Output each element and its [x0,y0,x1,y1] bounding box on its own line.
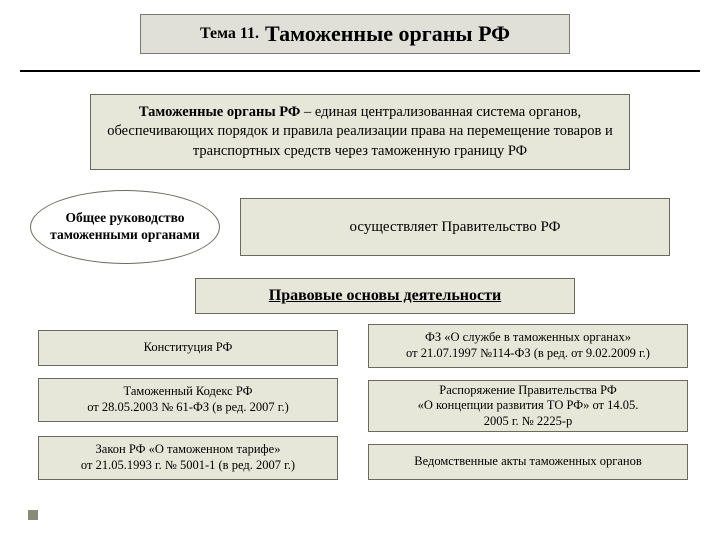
government-box: осуществляет Правительство РФ [240,198,670,256]
legal-basis-text: Правовые основы деятельности [269,287,501,305]
definition-box: Таможенные органы РФ – единая централизо… [90,94,630,170]
government-text: осуществляет Правительство РФ [350,219,561,236]
right-item-1-text: ФЗ «О службе в таможенных органах»от 21.… [406,330,650,361]
left-item-3: Закон РФ «О таможенном тарифе»от 21.05.1… [38,436,338,480]
title-box: Тема 11. Таможенные органы РФ [140,14,570,54]
ellipse-leadership: Общее руководство таможенными органами [30,190,220,264]
left-item-1-text: Конституция РФ [144,340,233,356]
title-main: Таможенные органы РФ [265,21,510,47]
definition-bold: Таможенные органы РФ [139,104,301,120]
title-prefix: Тема 11. [200,25,259,43]
left-item-1: Конституция РФ [38,330,338,366]
decorative-square-icon [28,510,38,520]
right-item-2-text: Распоряжение Правительства РФ«О концепци… [418,383,639,430]
right-item-1: ФЗ «О службе в таможенных органах»от 21.… [368,324,688,368]
right-item-3: Ведомственные акты таможенных органов [368,444,688,480]
ellipse-label: Общее руководство таможенными органами [43,210,207,244]
left-item-2-text: Таможенный Кодекс РФот 28.05.2003 № 61-Ф… [87,384,289,415]
right-item-3-text: Ведомственные акты таможенных органов [414,454,641,470]
right-item-2: Распоряжение Правительства РФ«О концепци… [368,380,688,432]
horizontal-rule [20,70,700,72]
definition-text: Таможенные органы РФ – единая централизо… [101,103,619,162]
legal-basis-header: Правовые основы деятельности [195,278,575,314]
left-item-3-text: Закон РФ «О таможенном тарифе»от 21.05.1… [81,442,295,473]
left-item-2: Таможенный Кодекс РФот 28.05.2003 № 61-Ф… [38,378,338,422]
